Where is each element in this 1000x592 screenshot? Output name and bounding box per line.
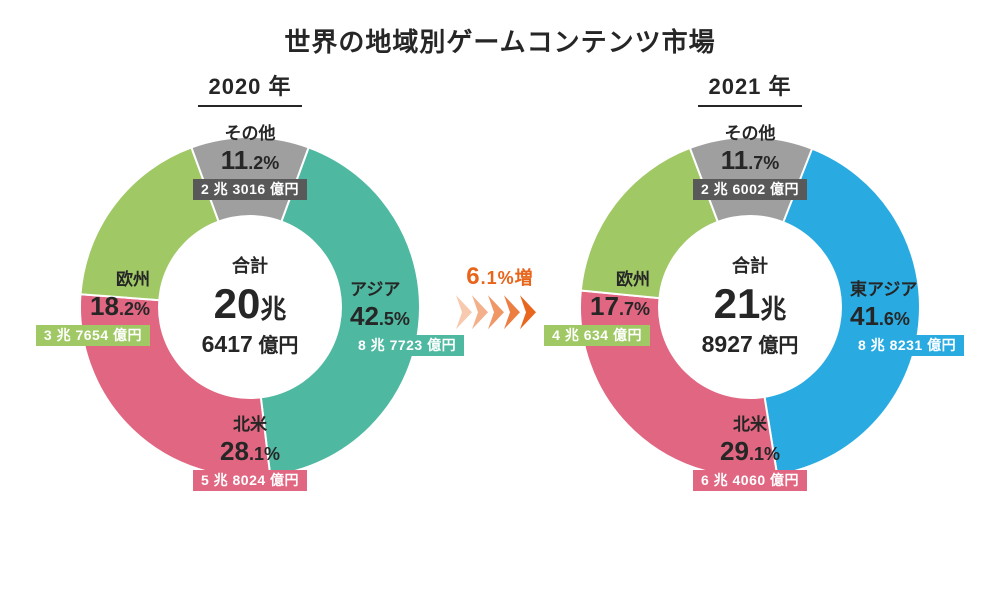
donut-2020: 合計20兆6417 億円アジア42.5%8 兆 7723 億円北米28.1%5 …	[60, 117, 440, 497]
donut-center: 合計21兆8927 億円	[702, 255, 799, 359]
slice-label-easia: 東アジア41.6%8 兆 8231 億円	[850, 279, 964, 356]
slice-label-na: 北米29.1%6 兆 4060 億円	[680, 414, 820, 491]
slice-label-na: 北米28.1%5 兆 8024 億円	[180, 414, 320, 491]
slice-label-other: その他11.7%2 兆 6002 億円	[690, 123, 810, 200]
chart-2020: 2020 年 合計20兆6417 億円アジア42.5%8 兆 7723 億円北米…	[40, 69, 460, 497]
chart-2021: 2021 年 合計21兆8927 億円東アジア41.6%8 兆 8231 億円北…	[540, 69, 960, 497]
donut-2021: 合計21兆8927 億円東アジア41.6%8 兆 8231 億円北米29.1%6…	[560, 117, 940, 497]
slice-label-eu: 欧州17.7%4 兆 634 億円	[544, 269, 650, 346]
charts-row: 2020 年 合計20兆6417 億円アジア42.5%8 兆 7723 億円北米…	[0, 69, 1000, 497]
year-label-2021: 2021 年	[698, 69, 801, 107]
year-label-2020: 2020 年	[198, 69, 301, 107]
donut-center: 合計20兆6417 億円	[202, 255, 299, 359]
page-title: 世界の地域別ゲームコンテンツ市場	[0, 0, 1000, 59]
slice-label-eu: 欧州18.2%3 兆 7654 億円	[36, 269, 150, 346]
slice-label-other: その他11.2%2 兆 3016 億円	[190, 123, 310, 200]
